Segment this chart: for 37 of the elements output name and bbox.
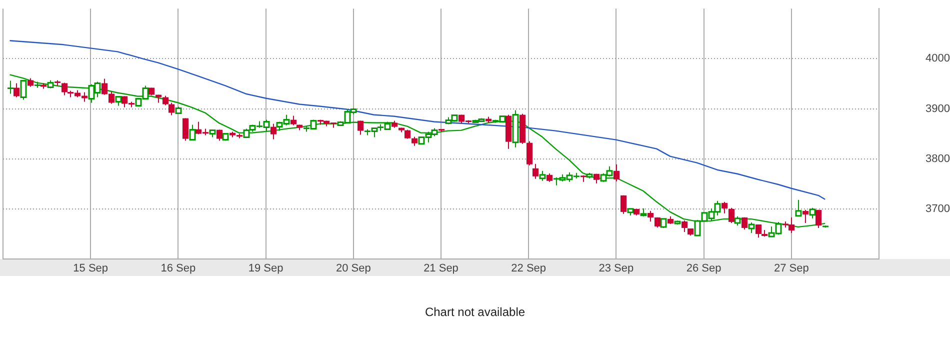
text: Chart not available xyxy=(424,305,526,319)
x-tick-label: 19 Sep xyxy=(248,262,284,275)
candlestick xyxy=(614,164,620,182)
candlestick xyxy=(290,115,296,126)
candlestick xyxy=(182,118,188,142)
candlestick xyxy=(62,82,68,96)
x-tick-label: 27 Sep xyxy=(774,262,809,275)
candlestick xyxy=(802,209,808,224)
candlestick xyxy=(742,216,748,230)
candlestick xyxy=(168,102,174,116)
y-tick-label: 3700 xyxy=(926,202,950,215)
candlestick xyxy=(8,80,14,94)
x-tick-label: 21 Sep xyxy=(424,262,458,275)
x-tick-label: 22 Sep xyxy=(511,262,546,275)
candlestick xyxy=(526,140,532,166)
x-tick-label: 20 Sep xyxy=(336,262,371,275)
x-tick-label: 23 Sep xyxy=(598,262,634,275)
candlestick xyxy=(532,163,538,180)
candlestick xyxy=(648,210,654,222)
x-tick-label: 16 Sep xyxy=(160,262,196,275)
candlestick xyxy=(14,82,20,98)
y-tick-label: 4000 xyxy=(926,52,950,65)
candlestick xyxy=(728,207,734,224)
candlestick xyxy=(270,123,276,140)
candlestick xyxy=(682,220,688,232)
candlestick xyxy=(412,136,418,146)
candlestick xyxy=(404,129,410,140)
candlestick xyxy=(162,95,168,106)
candlestick xyxy=(816,209,822,228)
candlestick xyxy=(620,194,626,214)
candlestick xyxy=(756,224,762,238)
x-tick-label: 15 Sep xyxy=(73,262,108,275)
y-tick-label: 3800 xyxy=(926,152,950,165)
x-tick-label: 26 Sep xyxy=(686,262,722,275)
candlestick xyxy=(358,120,364,136)
candlestick xyxy=(722,201,728,214)
y-tick-label: 3900 xyxy=(926,102,950,115)
